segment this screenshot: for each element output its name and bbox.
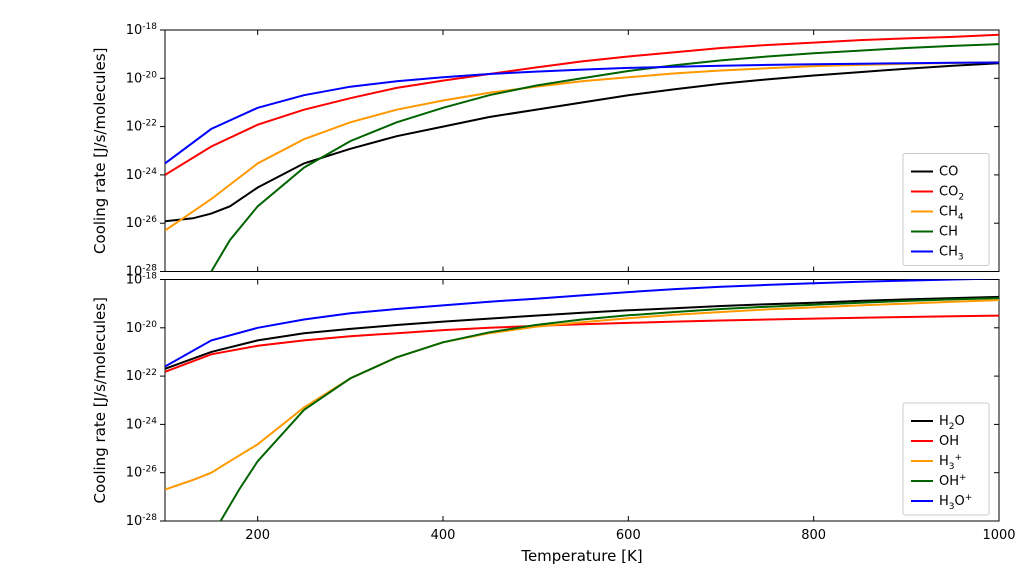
xtick-label: 200 — [245, 528, 270, 543]
series-OH — [165, 316, 999, 372]
legend-label: OH — [939, 434, 959, 449]
panel_top-frame — [165, 30, 999, 272]
series-H2O — [165, 297, 999, 369]
panel_top-ylabel: Cooling rate [J/s/molecules] — [91, 48, 109, 254]
series-CH — [211, 44, 999, 271]
xtick-label: 800 — [801, 528, 826, 543]
series-CH4 — [165, 62, 999, 230]
ytick-label: 10-18 — [126, 272, 158, 288]
panel_bottom-ylabel: Cooling rate [J/s/molecules] — [91, 297, 109, 503]
ytick-label: 10-20 — [126, 320, 158, 336]
ytick-label: 10-18 — [126, 22, 158, 38]
xtick-label: 1000 — [982, 528, 1015, 543]
panel_bottom-legend: H2OOHH3+OH+H3O+ — [903, 403, 989, 515]
series-CO2 — [165, 35, 999, 175]
series-H3+ — [165, 300, 999, 490]
cooling-rate-figure: 10-28 10-26 10-24 10-22 10-20 10-18 Cooling ra… — [0, 0, 1024, 576]
legend-label: CO — [939, 165, 958, 180]
x-axis-label: Temperature [K] — [520, 547, 642, 565]
xtick-label: 400 — [431, 528, 456, 543]
series-CO — [165, 63, 999, 221]
panel_bottom-frame — [165, 280, 999, 522]
xtick-label: 600 — [616, 528, 641, 543]
ytick-label: 10-24 — [126, 416, 158, 432]
ytick-label: 10-26 — [126, 215, 158, 231]
ytick-label: 10-22 — [126, 368, 157, 384]
series-OH+ — [221, 298, 999, 521]
panel_top-legend: COCO2CH4CHCH3 — [903, 154, 989, 266]
ytick-label: 10-24 — [126, 167, 158, 183]
ytick-label: 10-20 — [126, 70, 158, 86]
legend-label: CH — [939, 225, 958, 240]
ytick-label: 10-26 — [126, 465, 158, 481]
ytick-label: 10-22 — [126, 119, 157, 135]
ytick-label: 10-28 — [126, 513, 158, 529]
